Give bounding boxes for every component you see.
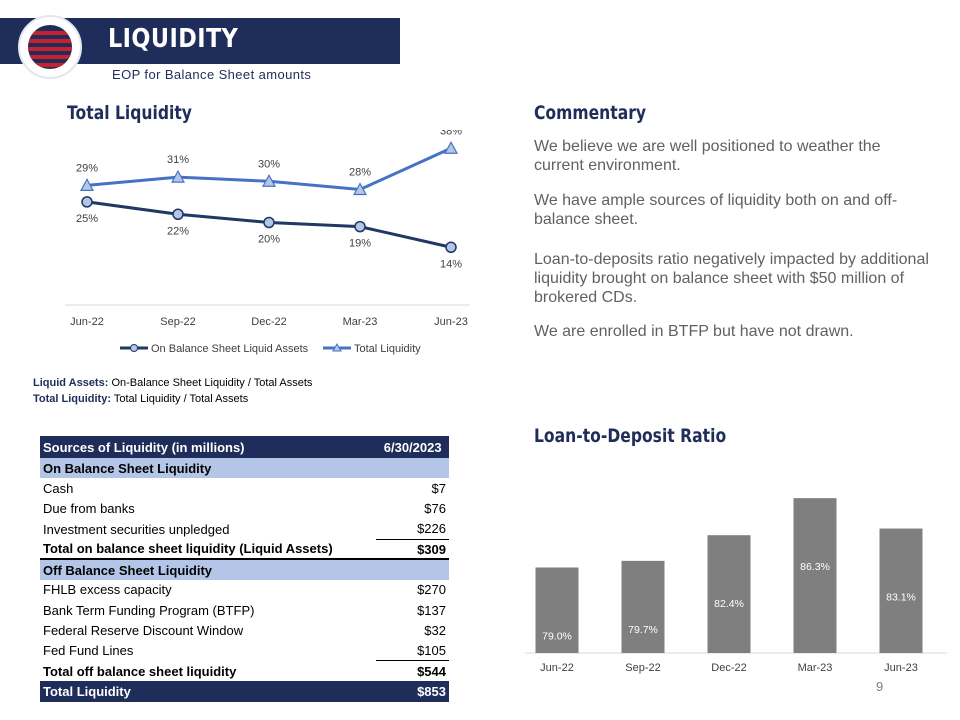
row-label: Investment securities unpledged xyxy=(43,521,230,537)
bar-value-label: 86.3% xyxy=(800,561,830,573)
bar-value-label: 83.1% xyxy=(886,592,916,604)
off-balance-section-row: Off Balance Sheet Liquidity xyxy=(40,559,449,580)
on-balance-total-row: Total on balance sheet liquidity (Liquid… xyxy=(40,539,449,561)
table-header-row: Sources of Liquidity (in millions) 6/30/… xyxy=(40,436,449,458)
row-label: Due from banks xyxy=(43,501,135,517)
total-liquidity-definition: Total Liquidity: Total Liquidity / Total… xyxy=(33,393,249,405)
data-point xyxy=(79,178,95,191)
data-point xyxy=(445,241,457,253)
off-balance-total-row: Total off balance sheet liquidity $544 xyxy=(40,661,449,681)
commentary-paragraph: We have ample sources of liquidity both … xyxy=(534,192,898,228)
data-point xyxy=(354,220,366,233)
table-row: Fed Fund Lines $105 xyxy=(40,640,449,662)
x-tick-label: Jun-23 xyxy=(434,316,468,328)
grand-total-value: $853 xyxy=(376,681,449,702)
commentary-paragraph: We are enrolled in BTFP but have not dra… xyxy=(534,323,854,340)
table-row: Bank Term Funding Program (BTFP) $137 xyxy=(40,600,449,620)
data-label: 30% xyxy=(258,158,280,170)
data-label: 31% xyxy=(167,154,189,166)
data-point xyxy=(261,173,277,187)
total-liquidity-chart: Jun-22 Sep-22 Dec-22 Mar-23 Jun-23 25% 22% 20% 1… xyxy=(65,130,470,355)
x-tick-label: Mar-23 xyxy=(798,662,833,674)
row-value: $7 xyxy=(431,480,446,496)
row-label: Bank Term Funding Program (BTFP) xyxy=(43,602,255,618)
row-value: $32 xyxy=(424,623,446,639)
x-tick-label: Sep-22 xyxy=(625,662,660,674)
bar xyxy=(707,535,751,653)
legend-label: Total Liquidity xyxy=(354,343,421,355)
legend-marker xyxy=(332,342,342,352)
data-label: 20% xyxy=(258,234,280,246)
total-liquidity-heading: Total Liquidity xyxy=(67,102,192,124)
bar xyxy=(535,567,579,653)
page-number: 9 xyxy=(876,679,884,694)
commentary-paragraph: We believe we are well positioned to wea… xyxy=(534,138,881,174)
table-header-date: 6/30/2023 xyxy=(376,436,449,458)
flag-logo-icon xyxy=(18,15,82,79)
row-value: $76 xyxy=(424,501,446,517)
data-point xyxy=(443,140,459,154)
off-balance-total-value: $544 xyxy=(417,663,446,679)
x-tick-label: Dec-22 xyxy=(711,662,746,674)
data-label: 19% xyxy=(349,238,371,250)
page-title: LIQUIDITY xyxy=(108,24,239,54)
grand-total-row: Total Liquidity $853 xyxy=(40,681,449,702)
page-subtitle: EOP for Balance Sheet amounts xyxy=(112,67,312,82)
data-label: 29% xyxy=(76,162,98,174)
legend-marker xyxy=(130,344,138,352)
row-label: Fed Fund Lines xyxy=(43,643,134,659)
table-row: Due from banks $76 xyxy=(40,499,449,519)
data-point xyxy=(170,169,186,183)
legend-label: On Balance Sheet Liquid Assets xyxy=(151,343,309,355)
table-row: FHLB excess capacity $270 xyxy=(40,580,449,600)
chart-legend: On Balance Sheet Liquid Assets Total Liqu… xyxy=(120,342,421,355)
off-balance-section-title: Off Balance Sheet Liquidity xyxy=(40,559,449,580)
x-tick-label: Jun-22 xyxy=(70,316,104,328)
row-value: $105 xyxy=(376,640,449,662)
bar-value-label: 79.0% xyxy=(542,631,572,643)
row-label: Cash xyxy=(43,480,74,496)
on-balance-total-value: $309 xyxy=(376,539,449,561)
bar-value-label: 82.4% xyxy=(714,598,744,610)
table-row: Federal Reserve Discount Window $32 xyxy=(40,620,449,640)
sources-of-liquidity-table: Sources of Liquidity (in millions) 6/30/… xyxy=(40,436,449,702)
grand-total-label: Total Liquidity xyxy=(40,681,377,702)
data-point xyxy=(263,216,275,229)
data-label: 28% xyxy=(349,167,371,179)
table-row: Investment securities unpledged $226 xyxy=(40,518,449,540)
data-label: 22% xyxy=(167,225,189,237)
commentary-heading: Commentary xyxy=(534,102,647,124)
on-balance-section-row: On Balance Sheet Liquidity xyxy=(40,458,449,479)
data-point xyxy=(172,208,184,220)
row-value: $270 xyxy=(417,582,446,598)
bar xyxy=(793,498,837,653)
x-tick-label: Sep-22 xyxy=(160,316,195,328)
bar-value-label: 79.7% xyxy=(628,624,658,636)
row-value: $137 xyxy=(417,602,446,618)
row-label: FHLB excess capacity xyxy=(43,582,172,598)
on-balance-total-label: Total on balance sheet liquidity (Liquid… xyxy=(40,539,377,561)
data-point xyxy=(352,182,368,196)
data-label: 38% xyxy=(440,130,462,137)
off-balance-total-label: Total off balance sheet liquidity xyxy=(43,663,237,679)
bar xyxy=(879,528,923,653)
x-tick-label: Jun-23 xyxy=(884,662,918,674)
row-value: $226 xyxy=(376,518,449,540)
x-tick-label: Mar-23 xyxy=(343,316,378,328)
x-tick-label: Jun-22 xyxy=(540,662,574,674)
x-tick-label: Dec-22 xyxy=(251,316,286,328)
loan-to-deposit-chart: 79.0% Jun-22 79.7% Sep-22 82.4% Dec-22 86.3% Ma… xyxy=(525,498,947,674)
liquid-assets-definition: Liquid Assets: On-Balance Sheet Liquidit… xyxy=(33,377,313,389)
ltd-heading: Loan-to-Deposit Ratio xyxy=(534,425,727,447)
commentary-paragraph: Loan-to-deposits ratio negatively impact… xyxy=(534,251,929,306)
row-label: Federal Reserve Discount Window xyxy=(43,623,244,639)
on-balance-section-title: On Balance Sheet Liquidity xyxy=(40,458,449,479)
table-header-label: Sources of Liquidity (in millions) xyxy=(40,436,377,458)
data-point xyxy=(81,196,93,208)
data-label: 14% xyxy=(440,258,462,270)
data-label: 25% xyxy=(76,213,98,225)
bar xyxy=(621,560,665,653)
table-row: Cash $7 xyxy=(40,478,449,498)
